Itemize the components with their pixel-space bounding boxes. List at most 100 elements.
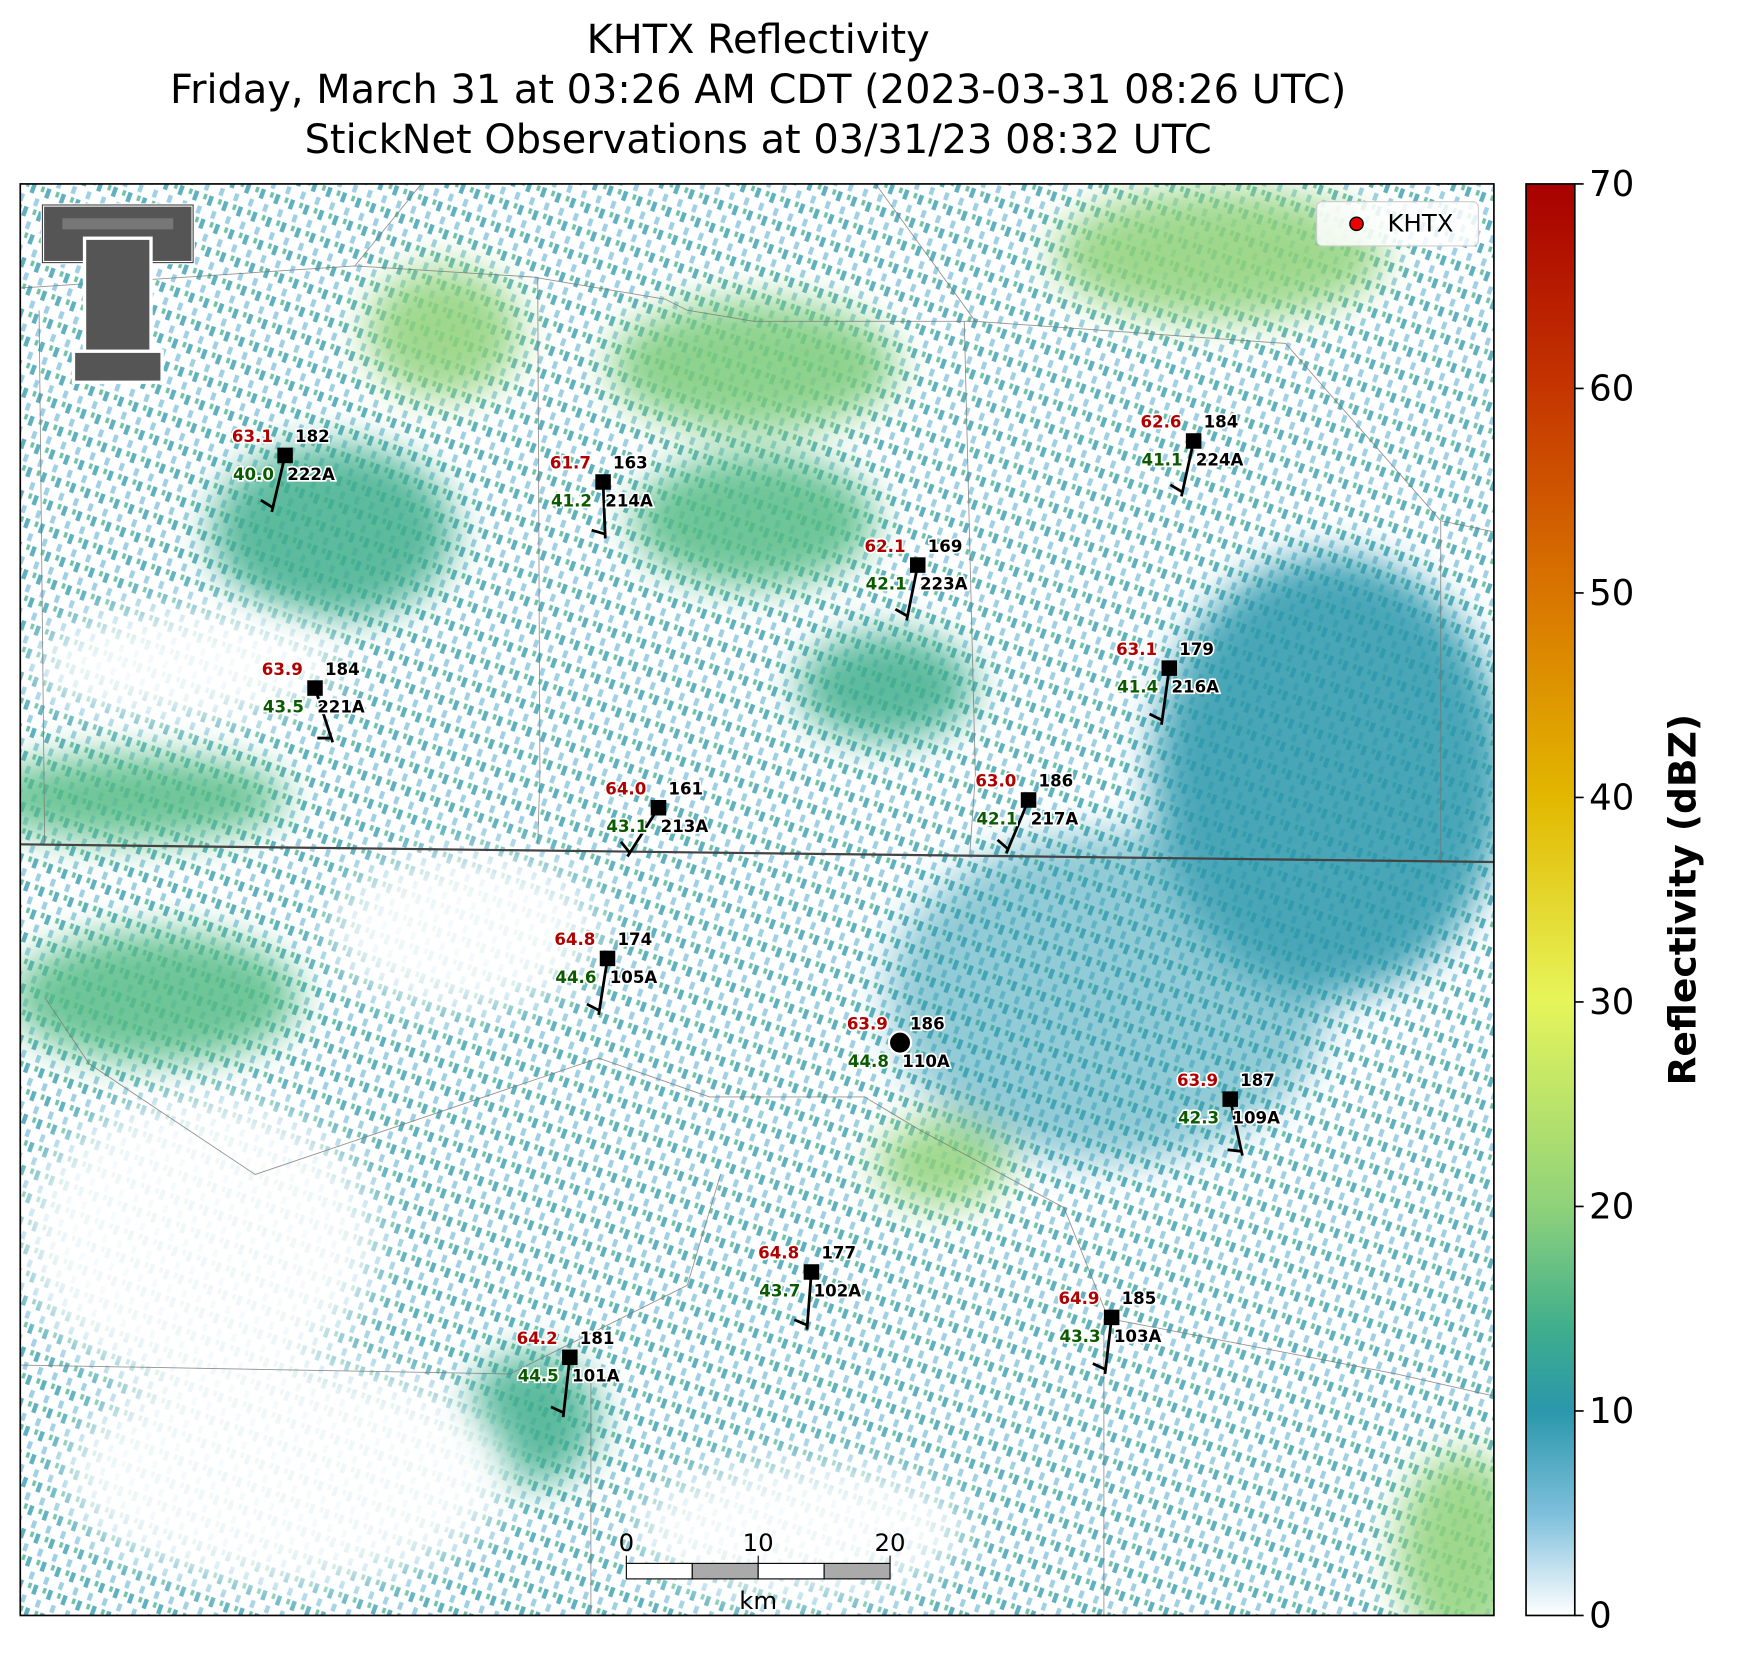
station: 64.0 161 43.1 213A — [604, 778, 710, 858]
colorbar-tick-label: 0 — [1589, 1596, 1612, 1637]
station-value-label: 182 — [295, 427, 330, 446]
wind-barb-shaft — [597, 958, 609, 1016]
station-value-label: 163 — [613, 454, 648, 473]
wind-barb-flag — [619, 840, 631, 854]
station: 63.1 179 41.4 216A — [1114, 638, 1221, 725]
wind-barb-shaft — [1180, 440, 1195, 497]
station-value-label: 184 — [1204, 413, 1239, 432]
wind-barb-flag — [996, 838, 1010, 851]
dewpoint-label: 44.8 — [848, 1052, 889, 1071]
temperature-label: 63.9 — [847, 1014, 888, 1033]
wind-barb-flag — [1148, 712, 1163, 722]
scale-bar-segment — [823, 1562, 891, 1580]
temperature-label: 64.8 — [554, 930, 595, 949]
title-line: Friday, March 31 at 03:26 AM CDT (2023-0… — [170, 67, 1346, 113]
dewpoint-label: 42.1 — [866, 574, 907, 593]
wind-barb-shaft — [313, 687, 335, 743]
temperature-label: 64.9 — [1058, 1289, 1099, 1308]
temperature-label: 64.8 — [758, 1244, 799, 1263]
station-id-label: 105A — [610, 968, 658, 987]
station-value-label: 187 — [1240, 1071, 1275, 1090]
temperature-label: 63.9 — [262, 660, 303, 679]
dewpoint-label: 41.4 — [1117, 677, 1158, 696]
station: 63.9 187 42.3 109A — [1175, 1069, 1282, 1156]
wind-barb-flag — [1092, 1362, 1107, 1371]
colorbar-tick-label: 30 — [1589, 982, 1634, 1023]
station: 61.7 163 41.2 214A — [548, 452, 655, 539]
wind-barb-flag — [793, 1318, 808, 1327]
plot-frame — [19, 183, 1495, 1617]
title-line: KHTX Reflectivity — [587, 17, 930, 63]
scale-bar-unit: km — [739, 1586, 777, 1615]
temperature-label: 61.7 — [550, 454, 591, 473]
title-line: StickNet Observations at 03/31/23 08:32 … — [305, 117, 1212, 163]
station: 62.1 169 42.1 223A — [863, 535, 969, 621]
dewpoint-label: 43.5 — [263, 697, 304, 716]
wind-barb-flag — [894, 607, 909, 618]
colorbar-tick-label: 60 — [1589, 369, 1634, 410]
station-value-label: 161 — [668, 779, 703, 798]
station-marker — [1020, 792, 1037, 808]
station-value-label: 181 — [580, 1329, 615, 1348]
colorbar-tick-label: 20 — [1589, 1187, 1634, 1228]
station: 63.1 182 40.0 222A — [230, 425, 337, 513]
wind-barb-shaft — [1005, 799, 1030, 854]
station-value-label: 177 — [821, 1244, 856, 1263]
wind-barb-shaft — [626, 806, 660, 858]
dewpoint-label: 42.3 — [1178, 1109, 1219, 1128]
scale-bar-segment — [757, 1562, 825, 1580]
station: 63.9 186 44.8 110A — [845, 1013, 951, 1073]
dewpoint-label: 43.3 — [1060, 1327, 1101, 1346]
station-value-label: 184 — [325, 660, 360, 679]
station-marker — [595, 474, 611, 490]
station-id-label: 216A — [1171, 677, 1219, 696]
station-id-label: 103A — [1114, 1327, 1162, 1346]
scale-bar-segment — [691, 1562, 759, 1580]
dewpoint-label: 43.7 — [759, 1281, 800, 1300]
station-id-label: 101A — [572, 1367, 620, 1386]
station-id-label: 102A — [814, 1281, 862, 1300]
station-value-label: 185 — [1122, 1289, 1157, 1308]
wind-barb-shaft — [601, 481, 607, 539]
station-value-label: 179 — [1179, 640, 1214, 659]
dewpoint-label: 40.0 — [233, 465, 274, 484]
radar-site-marker — [887, 1030, 913, 1055]
station: 64.8 174 44.6 105A — [553, 928, 659, 1016]
scale-bar-label: 10 — [743, 1528, 774, 1557]
legend-box — [1316, 201, 1479, 247]
temperature-label: 63.1 — [232, 427, 273, 446]
legend: KHTX — [1316, 201, 1479, 247]
station: 63.0 186 42.1 217A — [974, 770, 1080, 854]
wind-barb-flag — [550, 1405, 565, 1414]
station-id-label: 217A — [1031, 809, 1079, 828]
dewpoint-label: 44.6 — [555, 968, 596, 987]
station-id-label: 110A — [902, 1052, 950, 1071]
scale-bar-segment — [625, 1562, 693, 1580]
legend-marker — [1349, 216, 1364, 232]
colorbar-tick-label: 40 — [1589, 778, 1634, 819]
station-id-label: 214A — [605, 491, 653, 510]
colorbar-label: Reflectivity (dBZ) — [1661, 714, 1705, 1086]
dewpoint-label: 41.2 — [551, 491, 592, 510]
temperature-label: 63.1 — [1116, 640, 1157, 659]
station: 64.8 177 43.7 102A — [757, 1242, 863, 1330]
station-value-label: 186 — [1039, 772, 1074, 791]
station-id-label: 109A — [1232, 1109, 1280, 1128]
station-id-label: 221A — [317, 697, 365, 716]
station-value-label: 186 — [910, 1014, 945, 1033]
station-value-label: 174 — [617, 930, 652, 949]
station-id-label: 224A — [1196, 450, 1244, 469]
wind-barb-shaft — [1228, 1098, 1244, 1156]
radar-field — [20, 183, 1494, 1616]
station: 62.6 184 41.1 224A — [1139, 411, 1245, 497]
temperature-label: 62.1 — [865, 537, 906, 556]
wind-barb-shaft — [805, 1271, 813, 1330]
temperature-label: 62.6 — [1140, 413, 1181, 432]
dewpoint-label: 44.5 — [518, 1367, 559, 1386]
wind-barb-shaft — [1103, 1317, 1114, 1375]
wind-barb-shaft — [561, 1357, 572, 1418]
overlay: 0 10 20 30 40 50 60 70 0 10 20 km 63.1 182 40.0 222A 61.… — [230, 164, 1634, 1637]
station: 63.9 184 43.5 221A — [260, 658, 367, 743]
wind-barb-flag — [1169, 483, 1184, 494]
